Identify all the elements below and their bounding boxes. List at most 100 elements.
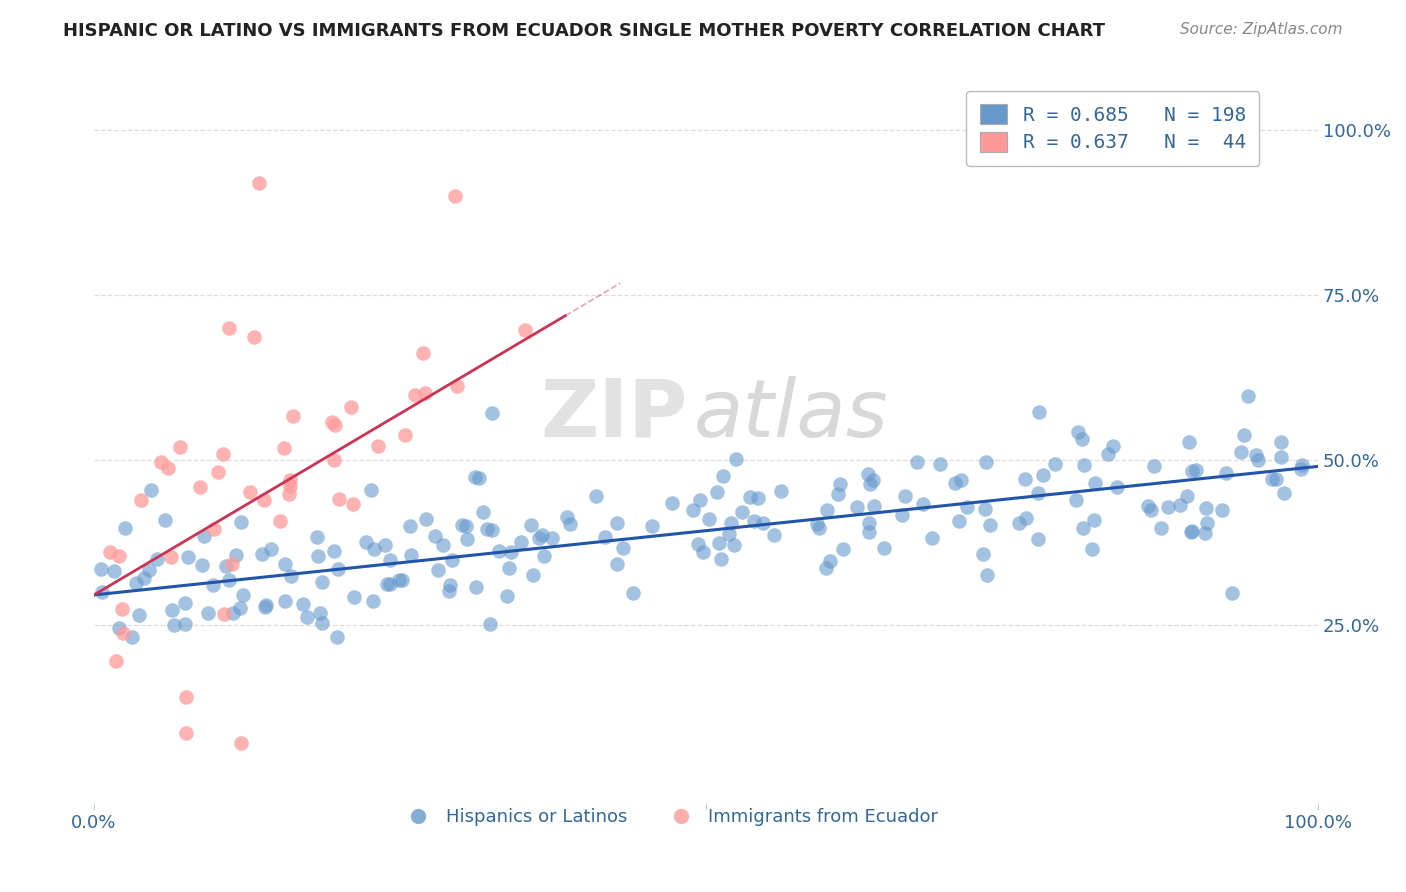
Point (229, 515, 252, 529)
Text: atlas: atlas (693, 376, 889, 454)
Point (398, 519, 420, 533)
Point (541, 531, 564, 545)
Point (378, 577, 401, 591)
Point (692, 545, 714, 559)
Point (437, 584, 460, 599)
Point (247, 176, 270, 190)
Point (858, 516, 880, 530)
Legend: Hispanics or Latinos, Immigrants from Ecuador: Hispanics or Latinos, Immigrants from Ec… (394, 801, 945, 833)
Point (1261, 472, 1284, 486)
Point (710, 551, 733, 566)
Point (1244, 449, 1267, 463)
Point (806, 516, 828, 531)
Point (1150, 521, 1173, 535)
Point (328, 562, 350, 576)
Point (360, 483, 382, 497)
Point (128, 608, 150, 623)
Point (446, 379, 468, 393)
Point (229, 736, 252, 750)
Point (1181, 464, 1204, 478)
Point (169, 440, 191, 454)
Point (1291, 458, 1313, 472)
Point (328, 492, 350, 507)
Point (905, 455, 928, 469)
Point (682, 503, 704, 517)
Point (661, 496, 683, 510)
Point (278, 479, 301, 493)
Point (340, 400, 363, 414)
Point (388, 574, 411, 588)
Point (415, 512, 437, 526)
Point (948, 514, 970, 528)
Point (689, 493, 711, 508)
Point (827, 487, 849, 501)
Point (439, 578, 461, 592)
Point (481, 523, 503, 537)
Point (1015, 511, 1038, 525)
Point (188, 480, 211, 494)
Point (943, 476, 966, 491)
Point (326, 630, 349, 644)
Point (1014, 472, 1036, 486)
Point (815, 502, 838, 516)
Point (399, 549, 422, 563)
Point (612, 541, 634, 556)
Point (173, 617, 195, 632)
Point (202, 522, 225, 536)
Point (160, 549, 183, 564)
Point (510, 534, 533, 549)
Point (104, 654, 127, 668)
Point (1083, 513, 1105, 527)
Point (157, 460, 180, 475)
Point (762, 528, 785, 542)
Point (260, 542, 283, 557)
Point (1026, 486, 1049, 500)
Point (723, 538, 745, 552)
Point (894, 489, 917, 503)
Point (1008, 516, 1031, 531)
Point (177, 549, 200, 564)
Point (725, 451, 748, 466)
Point (131, 492, 153, 507)
Point (160, 603, 183, 617)
Point (221, 557, 243, 571)
Point (108, 621, 131, 635)
Point (1043, 457, 1066, 471)
Point (91, 584, 114, 599)
Point (278, 473, 301, 487)
Point (426, 563, 449, 577)
Point (1032, 467, 1054, 482)
Point (1081, 541, 1104, 556)
Point (218, 574, 240, 588)
Point (444, 189, 467, 203)
Point (522, 567, 544, 582)
Point (972, 547, 994, 561)
Point (468, 470, 491, 484)
Point (456, 519, 478, 533)
Point (380, 552, 402, 566)
Point (1071, 432, 1094, 446)
Point (713, 469, 735, 483)
Point (1270, 450, 1292, 465)
Point (1272, 485, 1295, 500)
Point (174, 596, 197, 610)
Point (138, 564, 160, 578)
Point (307, 549, 329, 564)
Point (858, 524, 880, 539)
Point (818, 554, 841, 568)
Point (423, 529, 446, 543)
Point (149, 455, 172, 469)
Point (1237, 389, 1260, 403)
Point (121, 630, 143, 644)
Point (374, 537, 396, 551)
Point (1289, 462, 1312, 476)
Point (976, 567, 998, 582)
Point (197, 606, 219, 620)
Point (1215, 467, 1237, 481)
Point (533, 549, 555, 563)
Point (243, 330, 266, 344)
Point (239, 485, 262, 500)
Point (752, 516, 775, 530)
Point (232, 589, 254, 603)
Point (229, 601, 252, 615)
